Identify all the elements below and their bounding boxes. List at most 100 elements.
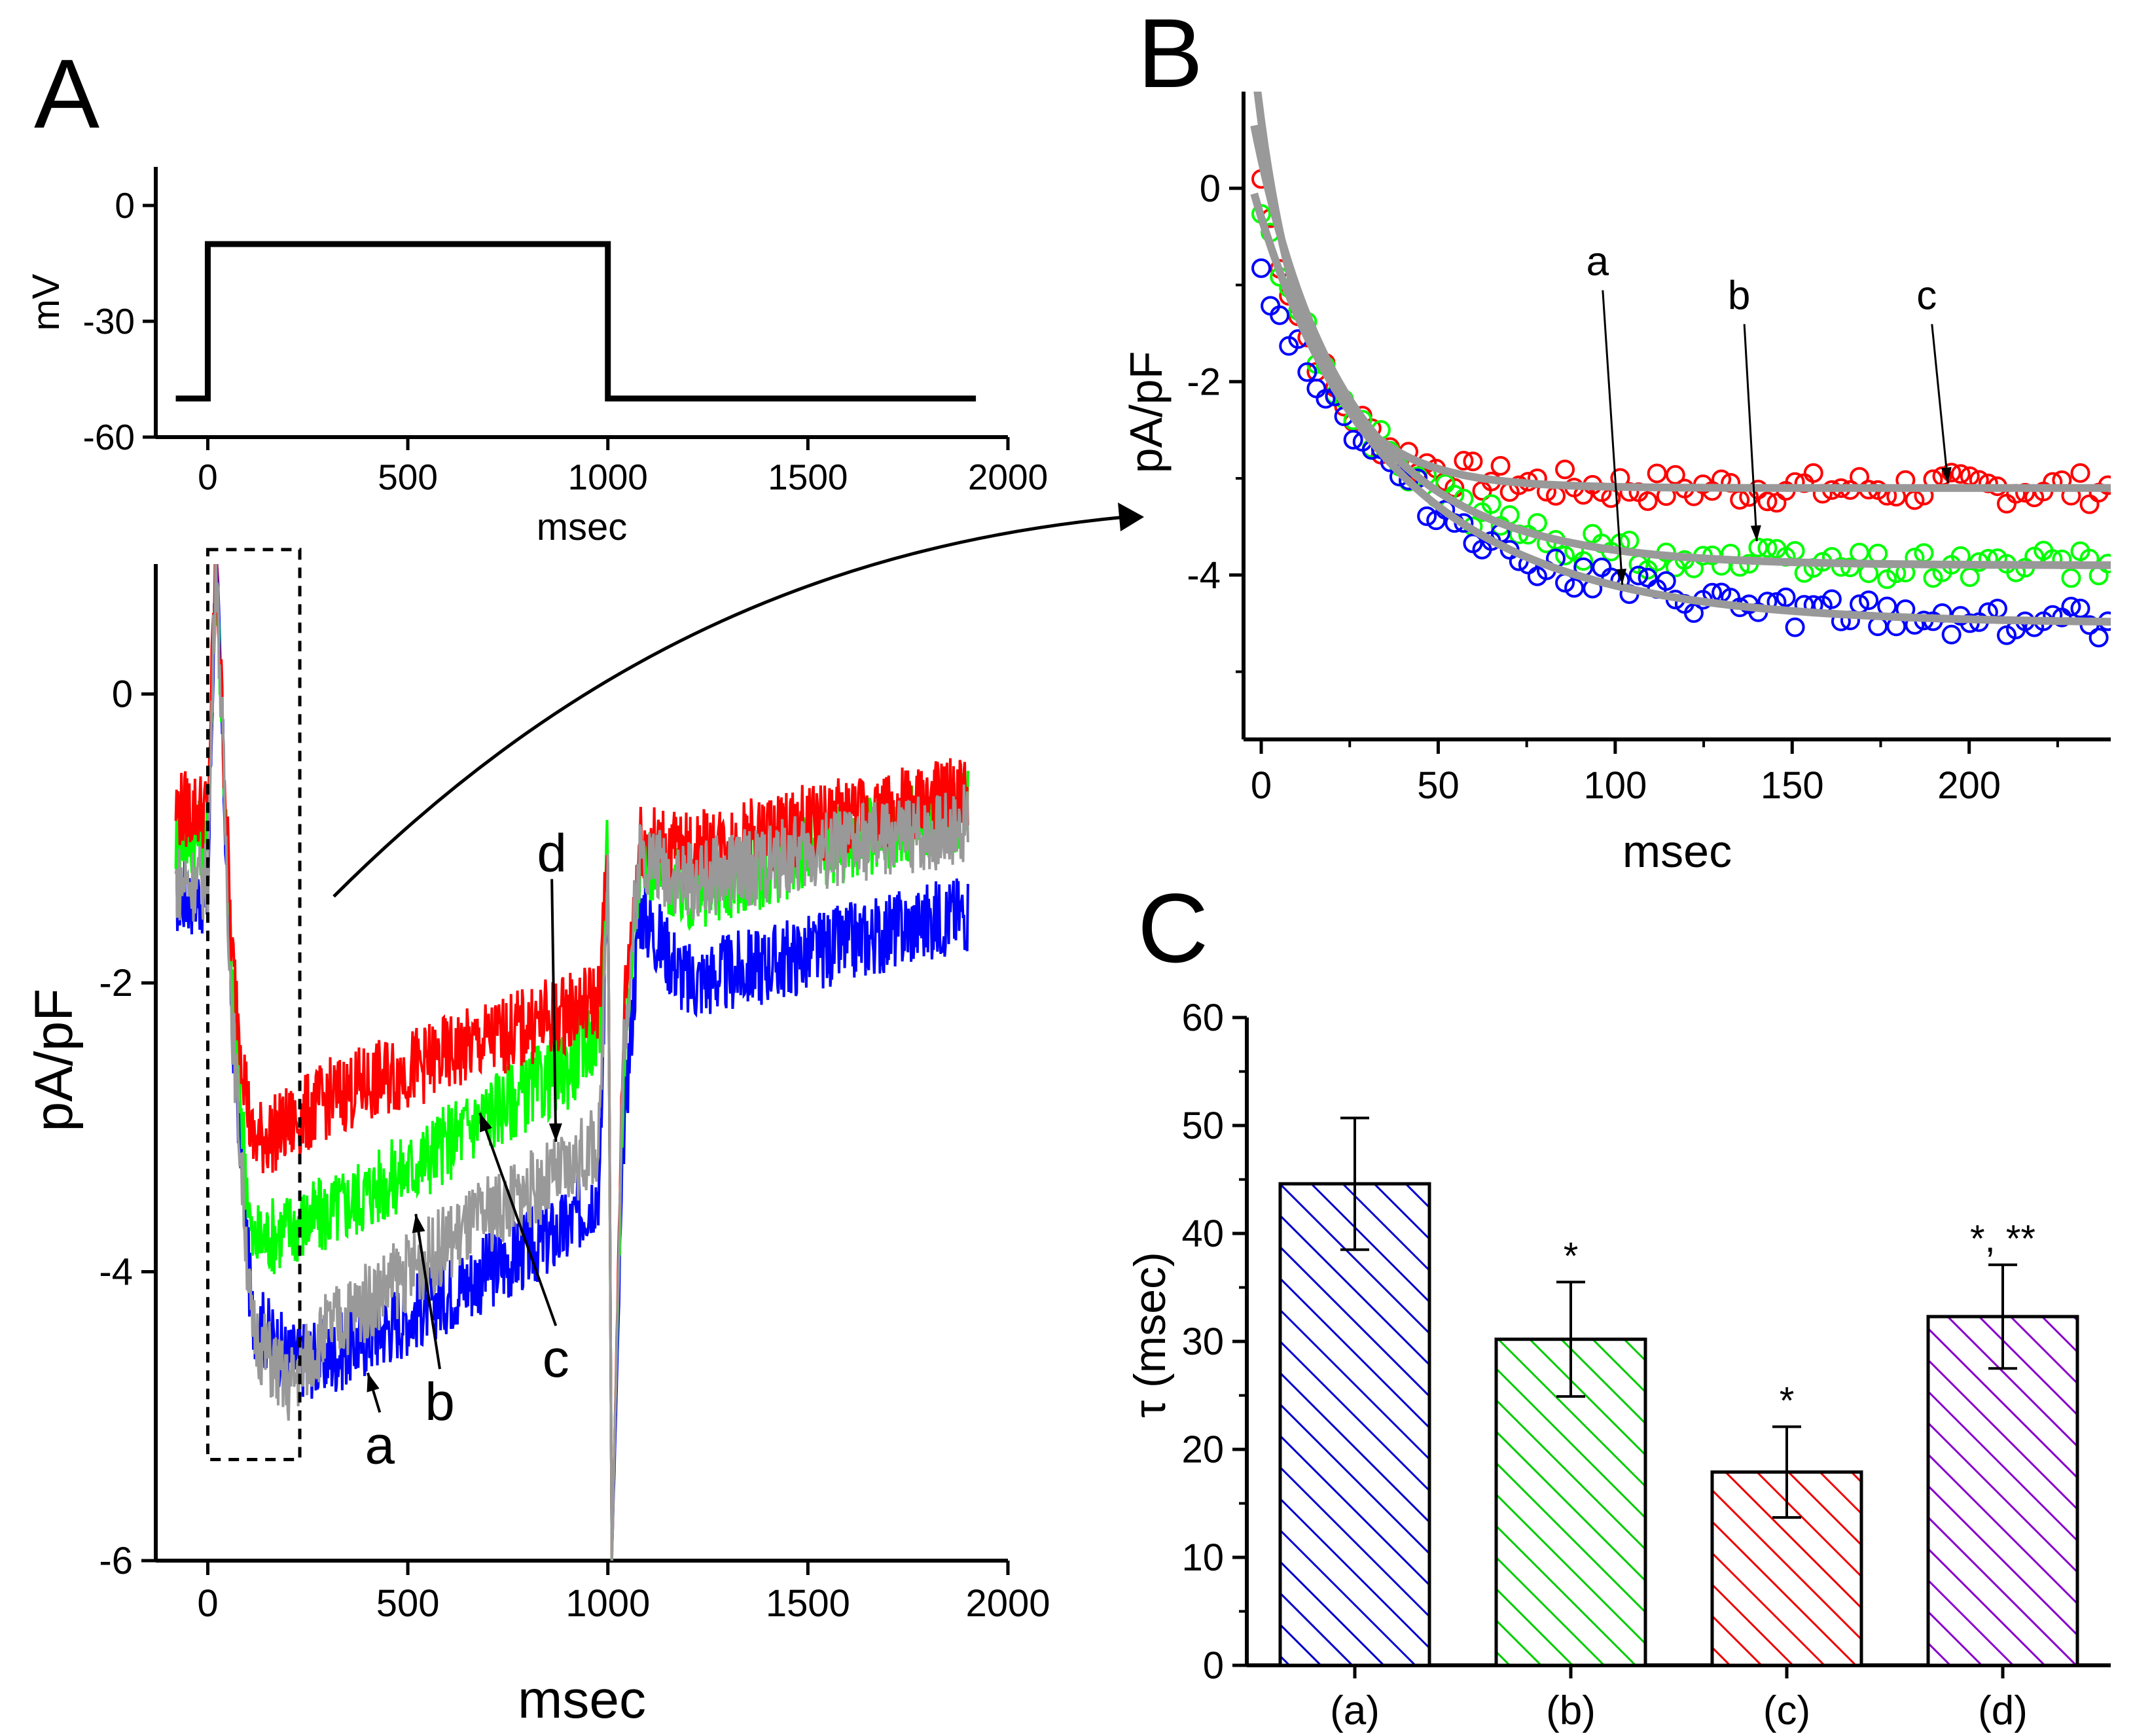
c-significance-label: *, **	[1970, 1218, 2035, 1260]
a2-y-tick-label: -4	[99, 1251, 133, 1294]
a2-annotation-c: c	[543, 1329, 569, 1389]
a1-y-axis-label: mV	[25, 274, 67, 330]
a1-y-tick-label: -60	[83, 417, 135, 457]
c-y-tick-label: 60	[1181, 997, 1224, 1039]
a2-y-tick-label: 0	[112, 673, 133, 716]
b-point-a	[2070, 463, 2090, 483]
a2-y-tick-label: -6	[99, 1540, 133, 1582]
a2-annotation-b: b	[425, 1372, 455, 1432]
c-y-tick-label: 40	[1181, 1213, 1224, 1255]
panel-label-a: A	[34, 39, 99, 149]
c-x-tick-label: (d)	[1978, 1688, 2028, 1733]
b-point-a	[1997, 493, 2016, 514]
a2-annotation-arrow-b	[414, 1213, 441, 1370]
b-point-c	[1251, 258, 1272, 278]
b-annotation-arrowhead-a	[1616, 569, 1627, 585]
a2-x-tick-label: 0	[197, 1582, 218, 1625]
b-point-c	[1868, 616, 1888, 637]
c-significance-label: *	[1564, 1235, 1579, 1277]
b-point-b	[1527, 513, 1547, 533]
b-point-a	[2079, 494, 2100, 514]
a2-x-tick-label: 2000	[965, 1582, 1050, 1625]
b-point-a	[1490, 455, 1511, 476]
b-point-c	[1683, 603, 1704, 623]
b-x-axis-label: msec	[1622, 826, 1732, 877]
b-point-a	[1757, 491, 1778, 512]
a2-annotation-arrow-c	[478, 1112, 558, 1326]
chart-c-tau: 0 10 20 30 40 50 60 τ (msec) (a) (b) * (c) * (d) *, **	[1125, 997, 2111, 1733]
b-x-tick-label: 200	[1937, 764, 2001, 807]
b-point-b	[1748, 537, 1768, 558]
b-annotation-a: a	[1586, 239, 1609, 285]
c-y-tick-label: 0	[1203, 1644, 1224, 1687]
b-point-c	[1417, 506, 1437, 526]
b-annotation-b: b	[1728, 273, 1750, 318]
b-point-b	[1850, 542, 1870, 563]
b-x-tick-label: 50	[1417, 764, 1460, 807]
b-point-c	[1270, 305, 1290, 325]
c-y-tick-label: 30	[1181, 1320, 1224, 1363]
b-point-c	[1628, 565, 1649, 586]
b-point-c	[1785, 617, 1805, 637]
b-annotation-arrow-a	[1602, 290, 1624, 585]
connector-arrow	[332, 515, 1126, 898]
chart-a-voltage: 0 500 1000 1500 2000 0 -30 -60 msec mV	[25, 167, 1048, 548]
a2-y-axis-label: pA/pF	[24, 989, 84, 1132]
a2-annotation-arrowhead-c	[480, 1112, 492, 1133]
b-x-tick-label: 150	[1761, 764, 1824, 807]
b-annotation-arrowhead-b	[1750, 525, 1761, 542]
a2-x-axis-label: msec	[518, 1670, 646, 1729]
panel-label-c: C	[1138, 873, 1208, 983]
b-point-c	[2061, 597, 2081, 617]
a1-x-tick-label: 1000	[568, 457, 648, 497]
a1-x-tick-label: 2000	[968, 457, 1048, 497]
b-point-c	[1859, 590, 1879, 611]
b-point-b	[1960, 567, 1980, 588]
b-point-a	[1950, 464, 1971, 484]
b-annotation-arrowhead-c	[1941, 467, 1952, 484]
a2-series-d	[174, 564, 969, 1561]
c-y-axis-label: τ (msec)	[1125, 1252, 1175, 1418]
a2-selection-box	[206, 548, 302, 1461]
b-point-c	[2070, 598, 2090, 618]
b-point-b	[1583, 523, 1603, 544]
a1-x-axis-label: msec	[537, 506, 628, 548]
a1-y-tick-label: -30	[83, 301, 135, 342]
b-point-a	[1638, 491, 1658, 511]
b-point-b	[1555, 545, 1575, 565]
c-bar-(d)	[1926, 1315, 2079, 1667]
b-y-tick-label: -2	[1187, 361, 1221, 403]
a2-x-tick-label: 1000	[565, 1582, 650, 1625]
b-point-a	[1941, 463, 1962, 483]
c-y-tick-label: 50	[1181, 1105, 1224, 1147]
b-point-a	[1454, 451, 1474, 471]
b-point-c	[1821, 589, 1842, 609]
a1-series-voltage	[175, 241, 977, 402]
b-point-b	[1757, 538, 1778, 558]
b-point-c	[2088, 628, 2109, 648]
a1-x-tick-label: 0	[198, 457, 218, 497]
b-annotation-arrow-c	[1931, 324, 1949, 484]
c-bar-(a)	[1278, 1182, 1431, 1667]
a1-x-tick-label: 500	[378, 457, 438, 497]
b-point-c	[1776, 587, 1796, 607]
b-y-tick-label: -4	[1187, 554, 1221, 597]
a2-annotation-arrowhead-d	[548, 1123, 562, 1142]
b-point-a	[1766, 493, 1787, 513]
c-y-tick-label: 20	[1181, 1428, 1224, 1471]
b-point-c	[1592, 558, 1612, 578]
b-annotation-c: c	[1916, 273, 1937, 318]
b-point-b	[2088, 565, 2109, 586]
b-point-b	[1481, 494, 1501, 514]
chart-b-fit: 0 50 100 150 200 0 -2 -4 msec pA/pF a b c	[1120, 92, 2111, 877]
b-point-a	[1463, 452, 1483, 472]
b-point-b	[1868, 543, 1888, 563]
connector-arrowhead	[1118, 503, 1144, 531]
a2-annotation-arrowhead-b	[412, 1214, 425, 1233]
c-significance-label: *	[1780, 1379, 1795, 1422]
b-point-c	[1316, 389, 1336, 409]
a2-y-tick-label: -2	[99, 962, 133, 1004]
b-point-a	[1647, 463, 1667, 484]
a2-annotation-arrow-d	[550, 879, 558, 1142]
